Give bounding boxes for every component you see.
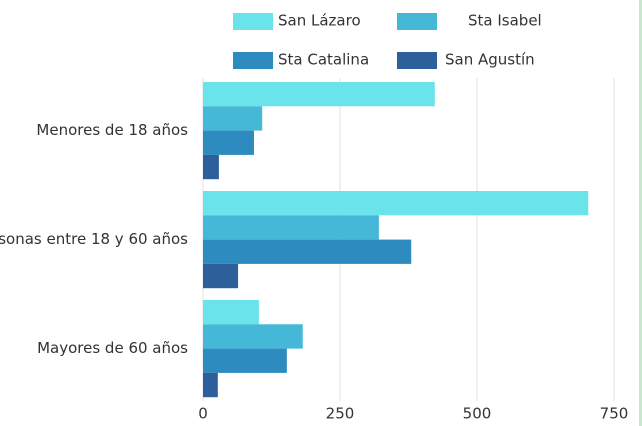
bar bbox=[203, 324, 303, 349]
bar bbox=[203, 300, 259, 325]
y-tick-label: Mayores de 60 años bbox=[37, 339, 188, 357]
bar bbox=[203, 130, 254, 155]
legend-label: Sta Isabel bbox=[468, 12, 542, 30]
x-tick-label: 500 bbox=[463, 405, 492, 423]
bar bbox=[203, 191, 589, 216]
bar bbox=[203, 154, 219, 180]
y-tick-label: Personas entre 18 y 60 años bbox=[0, 230, 188, 248]
bar bbox=[203, 106, 263, 131]
bar bbox=[203, 372, 218, 398]
legend-swatch bbox=[233, 13, 273, 30]
legend-swatch bbox=[397, 52, 437, 69]
bar bbox=[203, 82, 435, 107]
legend-label: San Agustín bbox=[445, 51, 535, 69]
legend-swatch bbox=[397, 13, 437, 30]
legend-label: Sta Catalina bbox=[278, 51, 369, 69]
bar bbox=[203, 263, 239, 289]
x-tick-label: 750 bbox=[600, 405, 629, 423]
frame-edge bbox=[639, 0, 642, 426]
x-tick-label: 250 bbox=[326, 405, 355, 423]
x-tick-label: 0 bbox=[198, 405, 208, 423]
legend-swatch bbox=[233, 52, 273, 69]
bar bbox=[203, 215, 379, 240]
bar bbox=[203, 239, 412, 264]
y-tick-label: Menores de 18 años bbox=[36, 121, 188, 139]
bar bbox=[203, 348, 287, 373]
legend-label: San Lázaro bbox=[278, 12, 361, 30]
